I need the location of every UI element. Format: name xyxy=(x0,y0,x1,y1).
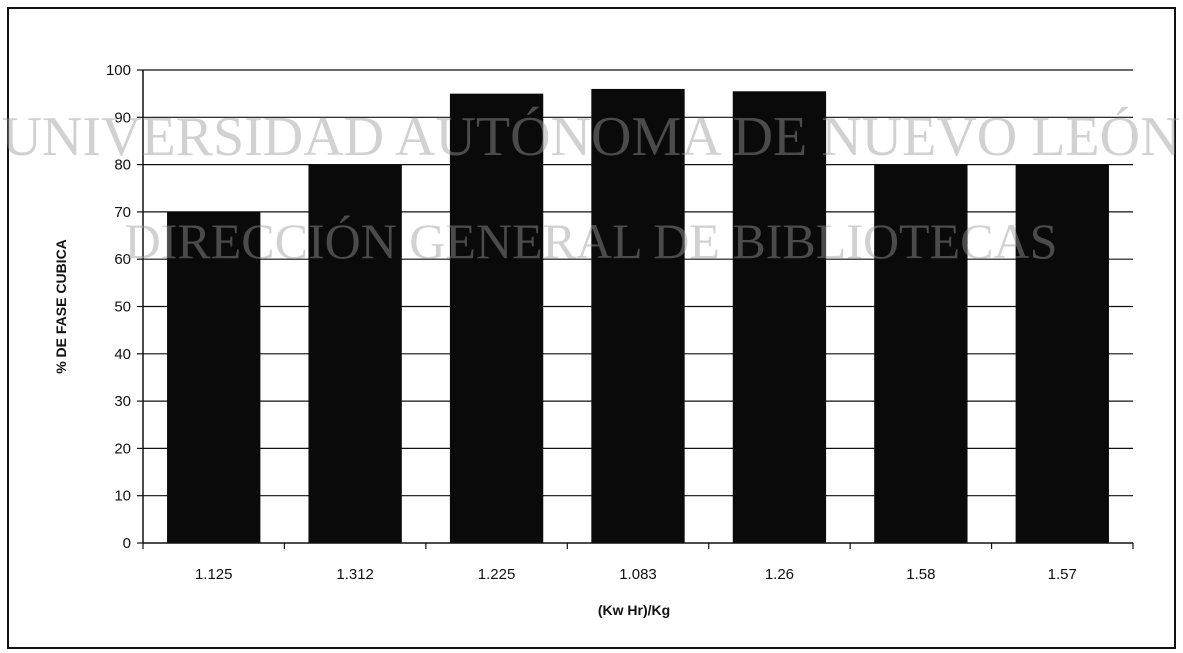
bar xyxy=(449,93,544,544)
watermark: UNIVERSIDAD AUTÓNOMA DE NUEVO LEÓN DIREC… xyxy=(1,105,1180,269)
bar xyxy=(732,91,827,543)
y-tick-label: 30 xyxy=(114,393,131,410)
y-tick-label: 60 xyxy=(114,251,131,268)
y-axis-label: % DE FASE CUBICA xyxy=(53,239,69,374)
bar xyxy=(1015,164,1109,543)
y-tick-label: 50 xyxy=(114,299,131,316)
x-tick-label: 1.58 xyxy=(906,566,935,583)
y-tick-label: 100 xyxy=(106,62,131,79)
bar xyxy=(308,164,402,543)
x-tick-label: 1.225 xyxy=(478,566,516,583)
y-tick-label: 80 xyxy=(114,157,131,174)
watermark-line-1: UNIVERSIDAD AUTÓNOMA DE NUEVO LEÓN xyxy=(1,105,1180,168)
y-tick-label: 70 xyxy=(114,204,131,221)
x-axis-label: (Kw Hr)/Kg xyxy=(598,602,670,618)
x-tick-label: 1.57 xyxy=(1048,566,1077,583)
bars xyxy=(167,88,1109,544)
x-tick-label: 1.26 xyxy=(765,566,794,583)
bar xyxy=(167,211,261,543)
y-tick-label: 0 xyxy=(123,535,131,552)
watermark-line-2: DIRECCIÓN GENERAL DE BIBLIOTECAS xyxy=(125,213,1058,269)
chart-frame xyxy=(7,7,1176,649)
x-tick-label: 1.125 xyxy=(195,566,233,583)
bar xyxy=(874,164,968,543)
y-tick-label: 10 xyxy=(114,488,131,505)
y-tick-label: 20 xyxy=(114,440,131,457)
y-tick-label: 40 xyxy=(114,346,131,363)
x-ticks: 1.125 1.312 1.225 1.083 1.26 1.58 1.57 xyxy=(142,543,1134,583)
y-tick-label: 90 xyxy=(114,109,131,126)
x-tick-label: 1.312 xyxy=(336,566,374,583)
y-ticks: 0 10 20 30 40 50 60 70 80 90 100 xyxy=(106,62,143,552)
x-tick-label: 1.083 xyxy=(619,566,657,583)
bar xyxy=(591,88,685,544)
